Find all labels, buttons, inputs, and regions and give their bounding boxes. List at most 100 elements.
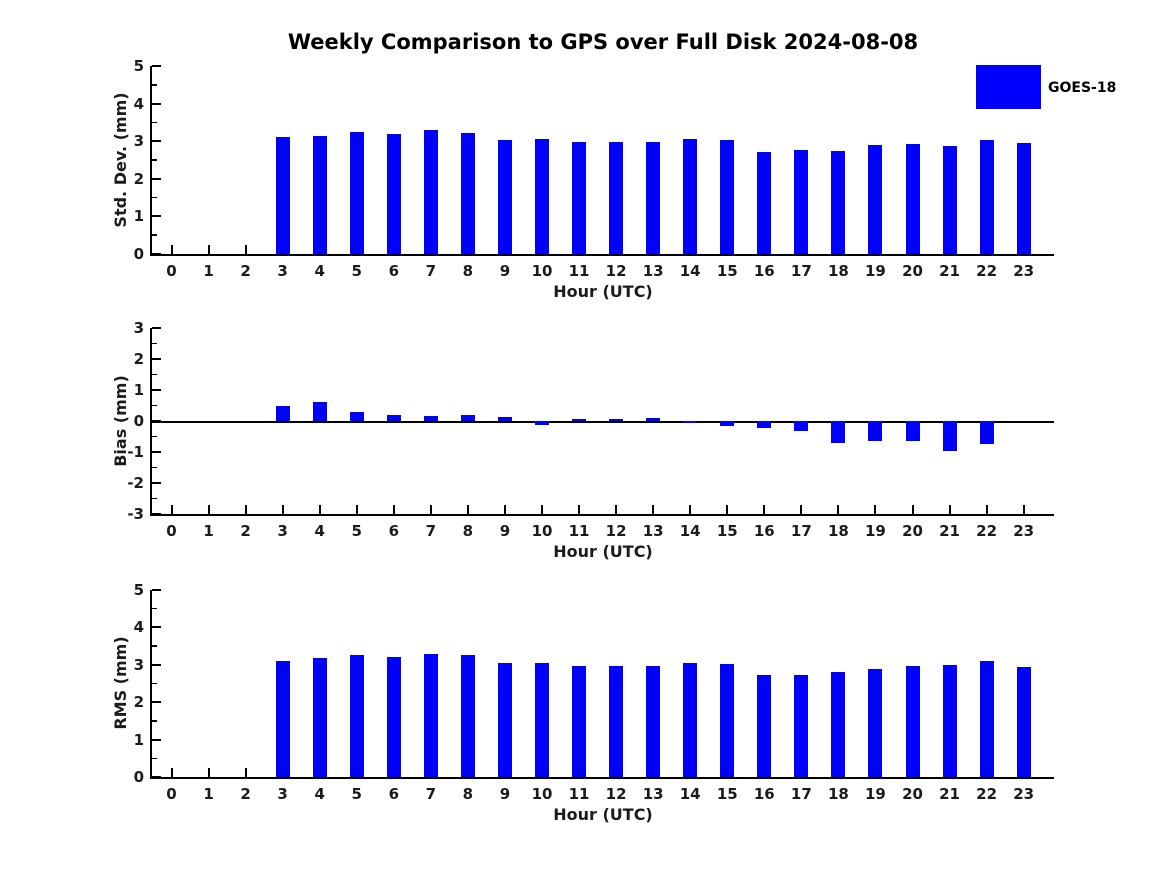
zero-line bbox=[152, 421, 1054, 423]
x-tick-label: 14 bbox=[679, 262, 701, 280]
x-major-tick bbox=[429, 505, 432, 514]
bar bbox=[535, 421, 549, 425]
y-tick-label: 1 bbox=[133, 207, 144, 226]
bar bbox=[720, 421, 735, 427]
x-tick-label: 1 bbox=[203, 262, 214, 280]
bar bbox=[720, 663, 735, 777]
x-tick-label: 9 bbox=[499, 522, 511, 540]
x-tick-label: 20 bbox=[902, 785, 923, 803]
bar bbox=[942, 146, 957, 254]
y-tick-label: 2 bbox=[133, 169, 144, 188]
x-major-tick bbox=[503, 505, 506, 514]
bar bbox=[942, 665, 957, 777]
x-tick-label: 5 bbox=[351, 262, 362, 280]
x-major-tick bbox=[318, 505, 321, 514]
bar bbox=[905, 666, 920, 777]
x-tick-label: 3 bbox=[277, 262, 288, 280]
x-major-tick bbox=[281, 505, 284, 514]
y-tick-label: 0 bbox=[133, 768, 144, 786]
bar bbox=[609, 419, 624, 421]
bar bbox=[497, 663, 512, 777]
x-major-tick bbox=[244, 768, 247, 777]
x-tick-label: 8 bbox=[462, 262, 474, 280]
y-tick-label: 2 bbox=[133, 693, 144, 712]
bar bbox=[535, 139, 549, 254]
y-major-tick bbox=[152, 215, 161, 218]
x-tick-label: 10 bbox=[531, 522, 553, 540]
y-minor-tick bbox=[152, 121, 157, 124]
y-tick-label: -3 bbox=[127, 505, 144, 523]
bar bbox=[497, 417, 512, 421]
x-tick-label: 6 bbox=[388, 785, 400, 803]
x-tick-label: 2 bbox=[240, 262, 251, 280]
x-tick-label: 10 bbox=[531, 262, 553, 280]
x-tick-label: 19 bbox=[865, 262, 886, 280]
x-tick-label: 14 bbox=[679, 785, 701, 803]
y-major-tick bbox=[152, 65, 161, 67]
x-tick-label: 13 bbox=[642, 785, 664, 803]
x-tick-label: 23 bbox=[1013, 262, 1035, 280]
bar bbox=[349, 131, 364, 254]
bar bbox=[1016, 143, 1031, 254]
y-minor-tick bbox=[152, 404, 157, 407]
y-minor-tick bbox=[152, 607, 157, 610]
y-major-tick bbox=[152, 701, 161, 704]
y-minor-tick bbox=[152, 84, 157, 86]
bar bbox=[572, 141, 587, 254]
bar bbox=[460, 132, 475, 254]
x-tick-label: 18 bbox=[827, 522, 849, 540]
y-minor-tick bbox=[152, 342, 157, 345]
y-tick-label: 5 bbox=[133, 581, 144, 599]
bar bbox=[905, 143, 920, 254]
x-tick-label: 7 bbox=[425, 522, 437, 540]
x-major-tick bbox=[615, 505, 618, 514]
x-tick-label: 5 bbox=[351, 785, 362, 803]
x-tick-label: 11 bbox=[568, 522, 590, 540]
x-tick-label: 14 bbox=[679, 522, 701, 540]
y-minor-tick bbox=[152, 645, 157, 647]
x-axis-line bbox=[150, 777, 1054, 779]
bar bbox=[275, 137, 290, 254]
bar bbox=[312, 657, 327, 777]
y-minor-tick bbox=[152, 720, 157, 722]
x-tick-label: 3 bbox=[277, 522, 288, 540]
x-tick-label: 8 bbox=[462, 785, 474, 803]
bar bbox=[423, 129, 438, 254]
x-tick-label: 2 bbox=[240, 785, 251, 803]
x-major-tick bbox=[911, 505, 914, 514]
x-tick-label: 2 bbox=[240, 522, 251, 540]
bar bbox=[905, 421, 920, 441]
x-major-tick bbox=[244, 505, 247, 514]
y-major-tick bbox=[152, 140, 161, 143]
bar bbox=[757, 674, 772, 777]
y-tick-label: -1 bbox=[127, 443, 144, 461]
y-major-tick bbox=[152, 482, 161, 484]
bar bbox=[831, 421, 846, 443]
x-tick-label: 0 bbox=[166, 262, 177, 280]
bar bbox=[794, 421, 809, 431]
x-major-tick bbox=[207, 505, 210, 514]
y-minor-tick bbox=[152, 466, 157, 469]
y-tick-label: 3 bbox=[133, 319, 144, 337]
x-tick-label: 11 bbox=[568, 785, 590, 803]
x-major-tick bbox=[763, 505, 766, 514]
x-major-tick bbox=[726, 505, 729, 514]
x-major-tick bbox=[170, 245, 173, 254]
x-tick-label: 18 bbox=[827, 785, 849, 803]
x-tick-label: 4 bbox=[314, 522, 325, 540]
y-axis-line bbox=[150, 590, 152, 779]
x-tick-label: 21 bbox=[939, 522, 960, 540]
y-major-tick bbox=[152, 177, 161, 180]
bar bbox=[1016, 667, 1031, 777]
x-tick-label: 7 bbox=[425, 785, 437, 803]
y-tick-label: 1 bbox=[133, 381, 144, 399]
bar bbox=[349, 411, 364, 421]
x-tick-label: 9 bbox=[499, 785, 511, 803]
bar bbox=[572, 665, 587, 777]
y-major-tick bbox=[152, 451, 161, 453]
x-tick-label: 22 bbox=[976, 785, 998, 803]
y-minor-tick bbox=[152, 435, 157, 438]
x-tick-label: 1 bbox=[203, 785, 214, 803]
x-tick-label: 17 bbox=[790, 785, 812, 803]
x-tick-label: 0 bbox=[166, 785, 177, 803]
